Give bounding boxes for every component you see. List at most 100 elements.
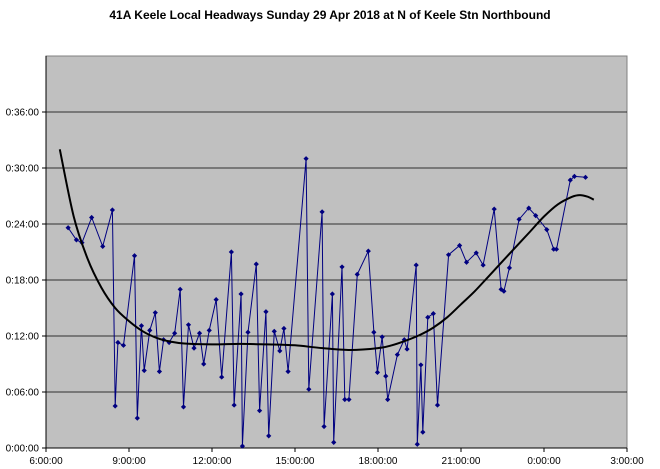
data-point bbox=[231, 402, 237, 408]
data-point bbox=[501, 288, 507, 294]
data-point bbox=[281, 325, 287, 332]
data-point bbox=[516, 216, 522, 222]
data-point bbox=[379, 334, 385, 340]
data-point bbox=[413, 262, 419, 268]
data-point bbox=[457, 242, 463, 249]
data-point bbox=[394, 352, 400, 358]
data-point bbox=[89, 214, 95, 221]
data-point bbox=[463, 259, 470, 265]
y-tick-label: 0:36:00 bbox=[6, 108, 40, 119]
data-point bbox=[473, 250, 479, 256]
data-point bbox=[185, 322, 192, 328]
data-point bbox=[425, 314, 431, 320]
data-point bbox=[213, 297, 219, 303]
data-point bbox=[152, 310, 158, 316]
data-point bbox=[506, 265, 513, 271]
data-point bbox=[134, 415, 140, 421]
data-point bbox=[191, 345, 197, 351]
data-point bbox=[115, 339, 121, 346]
data-point bbox=[480, 262, 486, 268]
data-point bbox=[131, 253, 138, 259]
data-point bbox=[371, 329, 377, 335]
data-point bbox=[177, 286, 183, 292]
data-point bbox=[239, 443, 246, 449]
data-point bbox=[491, 206, 497, 212]
data-point bbox=[383, 373, 389, 379]
data-point bbox=[65, 225, 71, 231]
data-point bbox=[100, 243, 106, 249]
y-tick-label: 0:00:00 bbox=[6, 444, 40, 455]
data-point bbox=[245, 329, 251, 335]
data-point bbox=[303, 156, 309, 162]
y-tick-label: 0:30:00 bbox=[6, 164, 40, 175]
data-point bbox=[430, 311, 436, 317]
data-point bbox=[445, 252, 452, 258]
x-tick-label: 21:00:00 bbox=[442, 456, 481, 467]
data-point bbox=[420, 429, 426, 435]
data-point bbox=[434, 402, 441, 408]
x-tick-label: 18:00:00 bbox=[359, 456, 398, 467]
data-point bbox=[112, 403, 118, 409]
data-point bbox=[365, 248, 371, 254]
x-tick-label: 0:00:00 bbox=[527, 456, 561, 467]
data-point bbox=[354, 271, 360, 277]
data-point bbox=[319, 209, 325, 215]
series-layer bbox=[58, 149, 595, 449]
data-point bbox=[533, 213, 539, 219]
x-tick-label: 15:00:00 bbox=[276, 456, 315, 467]
data-point bbox=[277, 348, 283, 354]
data-point bbox=[285, 368, 291, 375]
data-point bbox=[263, 309, 269, 315]
data-point bbox=[180, 404, 187, 410]
data-point bbox=[414, 441, 420, 447]
data-point bbox=[331, 439, 337, 445]
data-point bbox=[138, 323, 145, 329]
data-point bbox=[172, 330, 178, 336]
data-point bbox=[571, 173, 578, 179]
x-tick-label: 12:00:00 bbox=[193, 456, 232, 467]
data-point bbox=[567, 177, 573, 183]
data-point bbox=[266, 433, 272, 439]
data-point bbox=[156, 368, 163, 375]
data-point bbox=[238, 291, 244, 297]
data-point bbox=[206, 327, 212, 333]
data-point bbox=[346, 396, 352, 403]
data-point bbox=[385, 396, 391, 403]
data-point bbox=[526, 205, 532, 211]
data-point bbox=[329, 291, 335, 297]
data-point bbox=[306, 386, 312, 392]
data-point bbox=[228, 249, 234, 255]
y-tick-label: 0:18:00 bbox=[6, 276, 40, 287]
chart-title: 41A Keele Local Headways Sunday 29 Apr 2… bbox=[109, 8, 551, 22]
data-point bbox=[196, 330, 203, 336]
x-tick-label: 9:00:00 bbox=[112, 456, 146, 467]
data-point bbox=[582, 174, 589, 180]
data-point bbox=[342, 396, 348, 403]
data-point bbox=[73, 237, 80, 243]
x-tick-label: 3:00:00 bbox=[610, 456, 644, 467]
data-point bbox=[551, 246, 557, 252]
data-point bbox=[120, 342, 127, 348]
data-point bbox=[147, 327, 153, 333]
data-point bbox=[201, 361, 207, 367]
data-point bbox=[219, 374, 225, 380]
data-point bbox=[553, 246, 560, 252]
y-tick-label: 0:06:00 bbox=[6, 388, 40, 399]
data-point bbox=[498, 286, 504, 292]
data-point bbox=[339, 264, 345, 270]
data-point bbox=[109, 207, 115, 213]
data-point bbox=[374, 369, 381, 375]
data-point bbox=[544, 227, 550, 233]
data-point bbox=[321, 423, 327, 430]
x-tick-label: 6:00:00 bbox=[29, 456, 63, 467]
data-point bbox=[253, 261, 259, 267]
data-point bbox=[418, 362, 424, 368]
trendline bbox=[58, 149, 595, 352]
axes bbox=[42, 56, 628, 452]
data-point bbox=[141, 367, 147, 374]
data-point bbox=[256, 408, 263, 414]
tick-labels: 0:00:00 0:06:00 0:12:00 0:18:00 0:24:00 0:30:… bbox=[6, 108, 644, 468]
data-point bbox=[271, 328, 277, 334]
y-tick-label: 0:12:00 bbox=[6, 332, 40, 343]
